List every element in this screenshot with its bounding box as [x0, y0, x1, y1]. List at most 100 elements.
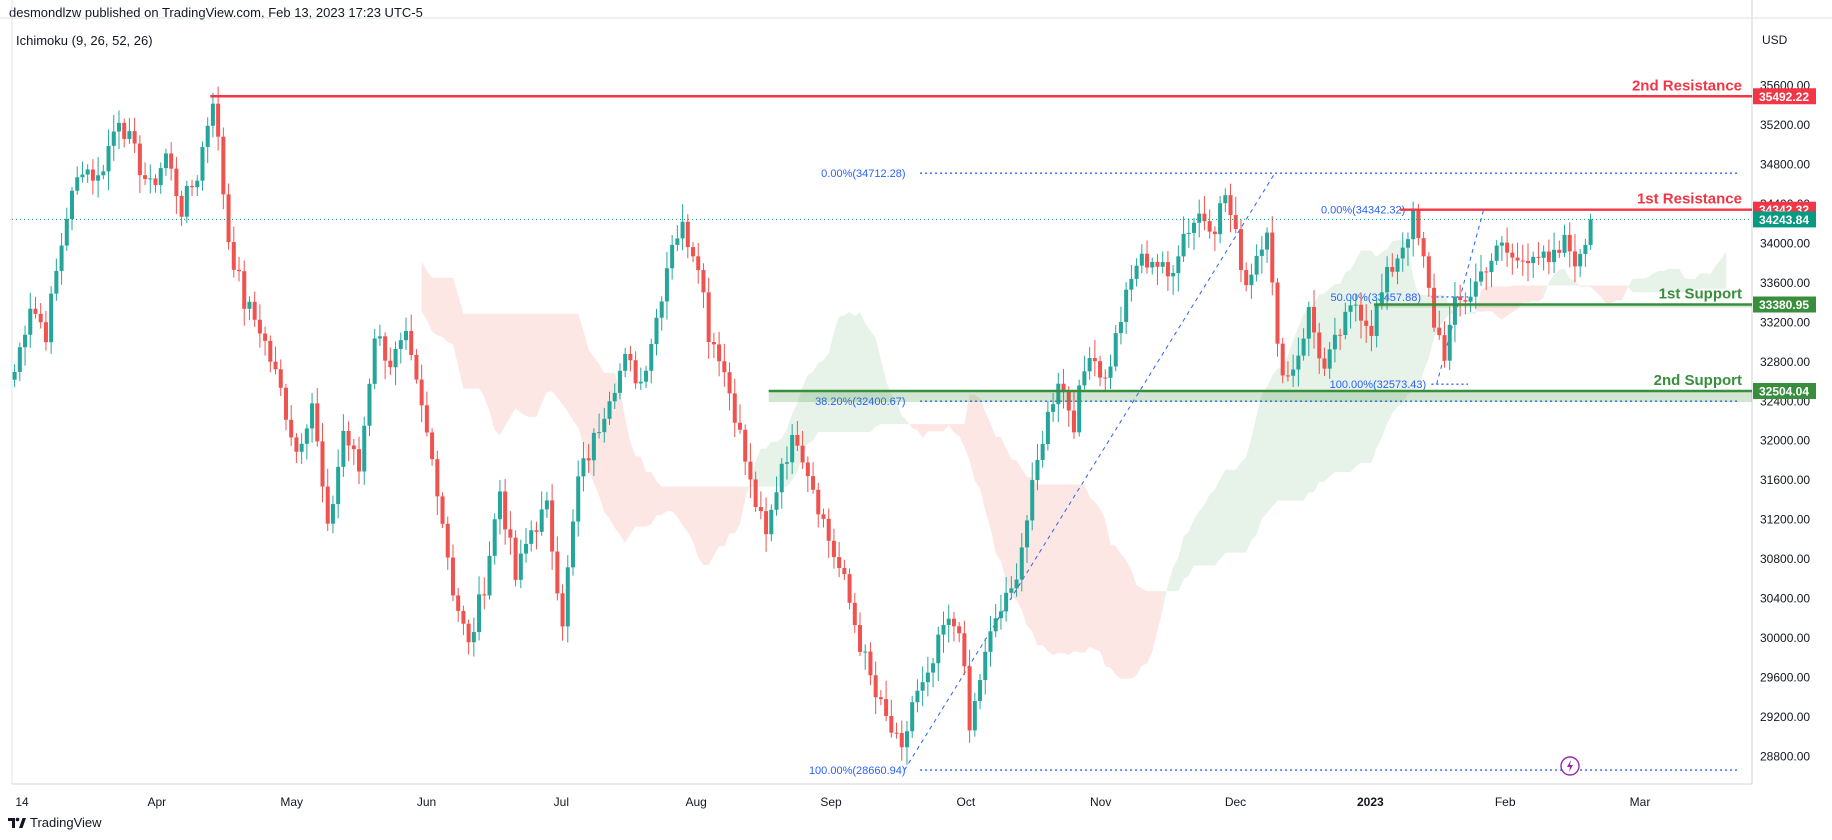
candle-body: [1291, 369, 1296, 376]
candle-body: [1066, 390, 1071, 411]
candle-body: [602, 418, 607, 433]
candle-body: [597, 432, 602, 434]
candle-body: [863, 651, 868, 653]
candle-body: [158, 168, 163, 186]
candle-body: [1364, 320, 1369, 326]
candle-body: [96, 175, 101, 181]
price-tag-label: 35492.22: [1759, 90, 1809, 104]
candle-body: [1306, 306, 1311, 339]
indicator-label[interactable]: Ichimoku (9, 26, 52, 26): [16, 33, 153, 48]
candle-body: [685, 221, 690, 248]
candle-body: [675, 238, 680, 245]
x-tick-label: Jul: [554, 795, 569, 809]
candle-body: [503, 491, 508, 530]
candle-body: [644, 370, 649, 382]
candle-body: [1510, 252, 1515, 258]
time-axis: 14 Apr May Jun Jul Aug Sep Oct Nov Dec 2023 Feb Mar: [15, 795, 1650, 809]
candle-body: [304, 428, 309, 444]
candle-body: [1197, 213, 1202, 223]
x-tick-label: Nov: [1090, 795, 1111, 809]
candle-body: [1082, 371, 1087, 386]
candle-body: [101, 171, 106, 176]
candle-body: [278, 369, 283, 388]
candle-body: [1145, 253, 1150, 268]
candle-body: [1442, 335, 1447, 361]
candle-body: [440, 496, 445, 524]
candle-body: [231, 242, 236, 270]
fib-level-label: 50.00%(33457.88): [1330, 292, 1421, 304]
candle-body: [1400, 247, 1405, 259]
price-axis: 35600.0035200.0034800.0034400.0034000.00…: [0, 0, 1832, 785]
x-tick-label: Oct: [956, 795, 975, 809]
y-tick-label: 28800.00: [1760, 749, 1810, 763]
candle-body: [1218, 203, 1223, 235]
candle-body: [1463, 300, 1468, 302]
candle-body: [722, 361, 727, 373]
candle-body: [1134, 265, 1139, 279]
candle-body: [748, 461, 753, 480]
candle-body: [148, 178, 153, 180]
x-tick-label: May: [280, 795, 303, 809]
candle-body: [904, 731, 909, 748]
y-tick-label: 35200.00: [1760, 118, 1810, 132]
candle-body: [1332, 334, 1337, 350]
candle-body: [1118, 322, 1123, 334]
candle-body: [137, 143, 142, 176]
candle-body: [1520, 260, 1525, 262]
candle-body: [1275, 282, 1280, 344]
candle-body: [1113, 333, 1118, 367]
price-tag: [1753, 383, 1816, 400]
candle-body: [377, 336, 382, 339]
fib-level-label: 100.00%(32573.43): [1330, 379, 1427, 391]
candle-body: [294, 437, 299, 452]
candle-body: [1124, 289, 1129, 323]
candle-body: [962, 633, 967, 667]
candle-body: [1505, 242, 1510, 253]
candle-body: [43, 322, 48, 343]
x-tick-label: Feb: [1495, 795, 1516, 809]
candle-body: [38, 313, 43, 323]
candle-body: [873, 675, 878, 698]
candle-body: [1437, 327, 1442, 336]
candle-body: [466, 623, 471, 643]
candle-body: [826, 518, 831, 541]
candle-body: [90, 169, 95, 181]
candle-body: [85, 169, 90, 175]
price-tag-label: 32504.04: [1759, 385, 1809, 399]
candle-body: [310, 403, 315, 429]
candle-body: [482, 594, 487, 596]
candle-body: [1030, 480, 1035, 521]
candle-body: [346, 430, 351, 446]
candle-body: [1092, 358, 1097, 362]
candle-body: [450, 557, 455, 596]
tradingview-logo-icon: [8, 817, 26, 828]
candle-body: [649, 344, 654, 371]
candle-body: [1322, 358, 1327, 369]
y-tick-label: 31600.00: [1760, 473, 1810, 487]
candle-body: [1056, 383, 1061, 405]
bullish-cloud: [1627, 251, 1727, 293]
candle-body: [1583, 244, 1588, 254]
candle-body: [367, 383, 372, 426]
candle-body: [1348, 305, 1353, 312]
candle-body: [221, 136, 226, 195]
x-tick-label: 14: [15, 795, 29, 809]
candle-body: [816, 489, 821, 515]
candle-body: [1009, 588, 1014, 593]
candle-body: [163, 153, 168, 169]
candle-body: [1499, 242, 1504, 246]
candle-body: [743, 429, 748, 462]
candle-body: [1390, 266, 1395, 272]
y-tick-label: 29600.00: [1760, 670, 1810, 684]
candle-body: [774, 492, 779, 510]
tradingview-logo[interactable]: TradingView: [8, 815, 102, 830]
candle-body: [1588, 219, 1593, 245]
candle-body: [936, 634, 941, 664]
candle-body: [1087, 358, 1092, 372]
y-tick-label: 29200.00: [1760, 710, 1810, 724]
candle-body: [414, 354, 419, 380]
candle-body: [1223, 195, 1228, 204]
candle-body: [75, 177, 80, 191]
candle-body: [696, 256, 701, 271]
